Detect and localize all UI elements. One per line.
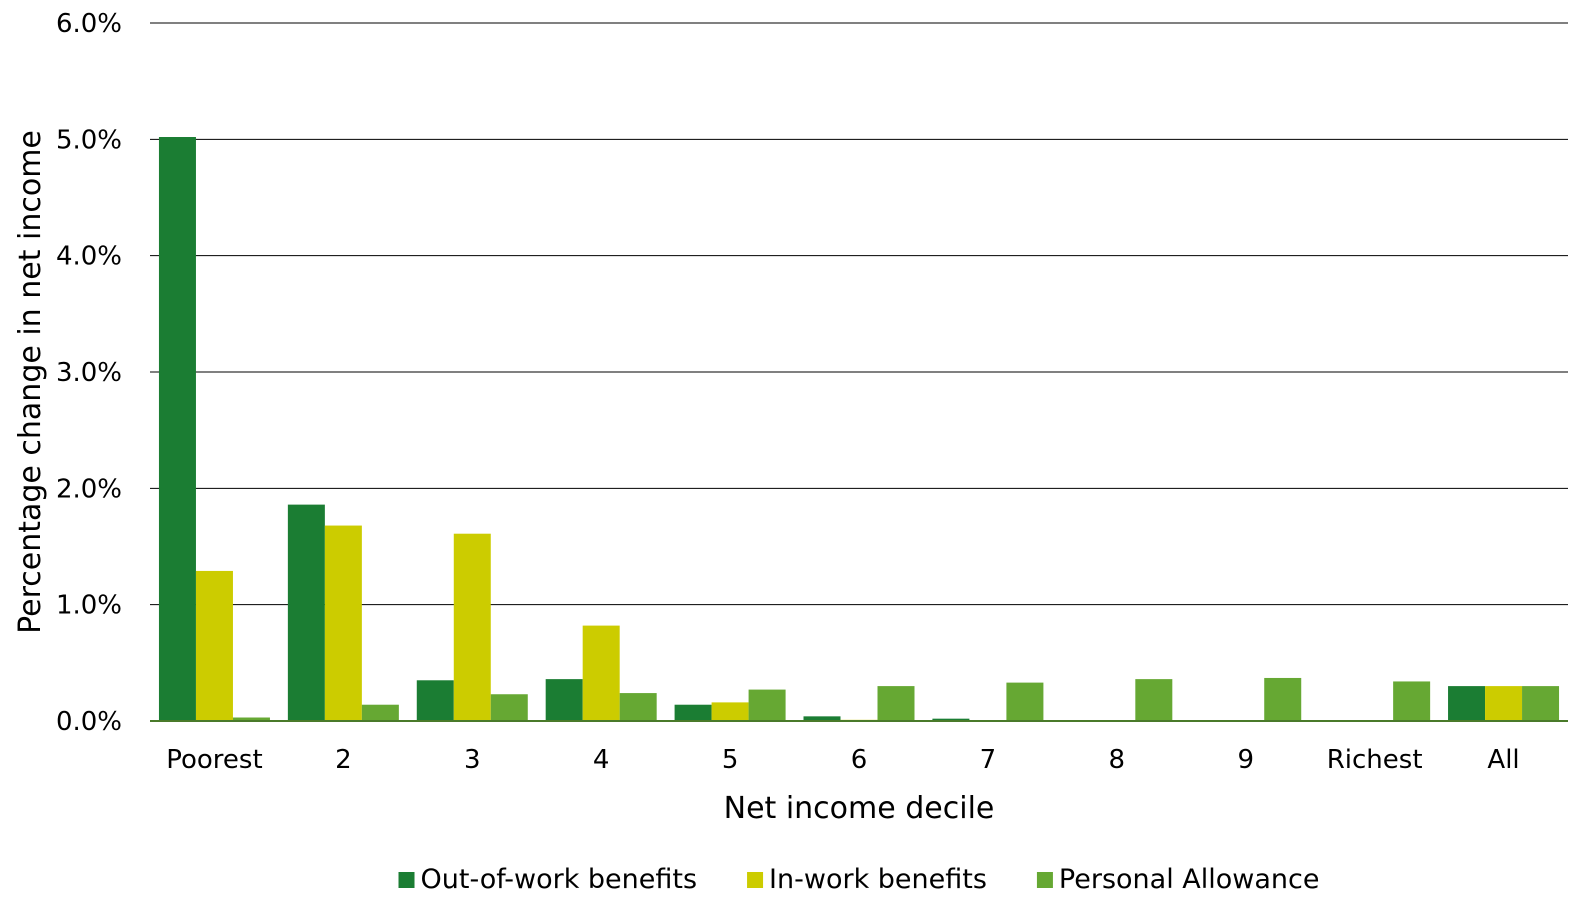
bar [1522, 686, 1560, 721]
y-tick-label: 4.0% [56, 242, 122, 272]
x-tick-label: 7 [980, 745, 997, 775]
bar [1393, 681, 1431, 721]
legend-item: Out-of-work benefits [398, 864, 698, 895]
y-tick-label: 1.0% [56, 591, 122, 621]
bar [711, 702, 749, 721]
legend-swatch [747, 872, 764, 888]
bar [1135, 679, 1173, 721]
legend-label: In-work benefits [769, 864, 987, 895]
bar [1006, 682, 1044, 721]
bar [545, 679, 583, 721]
gridlines [150, 22, 1568, 722]
y-tick-label: 6.0% [56, 9, 122, 39]
y-tick-label: 3.0% [56, 358, 122, 388]
x-tick-label: 6 [851, 745, 868, 775]
y-tick-label: 0.0% [56, 707, 122, 737]
x-tick-label: 2 [335, 745, 352, 775]
bar [195, 570, 233, 721]
x-tick-label: 8 [1109, 745, 1126, 775]
legend-label: Personal Allowance [1059, 864, 1320, 895]
bar [748, 689, 786, 721]
legend-swatch [398, 872, 415, 888]
bar [932, 718, 970, 721]
bar [582, 625, 620, 721]
x-tick-label: Richest [1327, 745, 1423, 775]
x-axis-title: Net income decile [724, 791, 995, 826]
x-tick-label: 9 [1237, 745, 1254, 775]
bar [877, 686, 915, 721]
bar [674, 704, 712, 721]
y-axis-ticks: 0.0% 1.0% 2.0% 3.0% 4.0% 5.0% 6.0% [56, 9, 122, 737]
bar [619, 693, 657, 721]
x-tick-label: All [1487, 745, 1519, 775]
bar [416, 680, 454, 721]
x-tick-label: 4 [593, 745, 610, 775]
bar [287, 504, 325, 721]
bar [324, 525, 362, 721]
legend: Out-of-work benefits In-work benefits Pers… [398, 864, 1320, 895]
bar [490, 694, 528, 721]
x-tick-label: 5 [722, 745, 739, 775]
legend-item: Personal Allowance [1036, 864, 1320, 895]
x-tick-label: 3 [464, 745, 481, 775]
bars [150, 137, 1568, 722]
bar [158, 137, 196, 722]
x-axis-ticks: Poorest 2 3 4 5 6 7 8 9 Richest All [166, 745, 1519, 775]
y-axis-title: Percentage change in net income [13, 130, 48, 634]
bar [803, 716, 841, 721]
bar [1485, 686, 1523, 721]
bar [1448, 686, 1486, 721]
bar [453, 533, 491, 721]
x-tick-label: Poorest [166, 745, 262, 775]
y-tick-label: 2.0% [56, 474, 122, 504]
bar [361, 704, 399, 721]
bar [1264, 677, 1302, 721]
legend-label: Out-of-work benefits [421, 864, 698, 895]
bar [232, 717, 270, 721]
y-tick-label: 5.0% [56, 125, 122, 155]
legend-item: In-work benefits [747, 864, 987, 895]
legend-swatch [1036, 872, 1053, 888]
